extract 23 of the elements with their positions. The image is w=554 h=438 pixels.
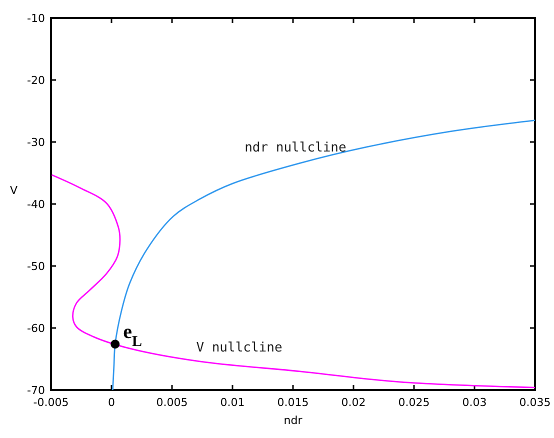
annotation: e$_{L}$ — [123, 321, 142, 350]
series-label: V nullcline — [196, 340, 282, 356]
x-axis-title: ndr — [284, 414, 303, 427]
x-tick-label: 0.035 — [519, 396, 551, 409]
series-label: ndr nullcline — [244, 140, 347, 156]
y-tick-label: -30 — [27, 136, 45, 149]
y-tick-label: -60 — [27, 322, 45, 335]
line-series — [51, 174, 536, 388]
y-tick-label: -50 — [27, 260, 45, 273]
y-tick-label: -20 — [27, 74, 45, 87]
line-series — [112, 120, 536, 391]
x-tick-label: 0 — [108, 396, 115, 409]
x-tick-label: 0.03 — [462, 396, 487, 409]
y-axis-title: V — [10, 184, 18, 197]
x-tick-label: 0.025 — [398, 396, 430, 409]
x-tick-label: 0.01 — [220, 396, 245, 409]
y-tick-label: -40 — [27, 198, 45, 211]
x-tick-label: 0.005 — [156, 396, 188, 409]
x-tick-label: 0.02 — [341, 396, 366, 409]
x-tick-label: -0.005 — [33, 396, 69, 409]
y-tick-label: -10 — [27, 12, 45, 25]
x-tick-label: 0.015 — [277, 396, 309, 409]
y-tick-label: -70 — [27, 384, 45, 397]
